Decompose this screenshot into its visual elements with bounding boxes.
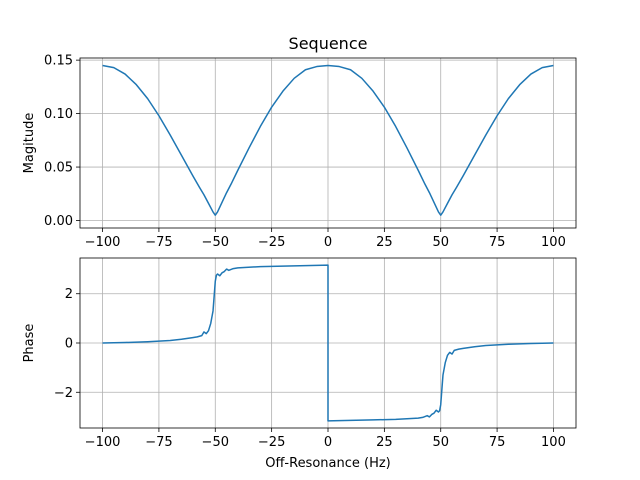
phase-xtick-label: −75	[145, 435, 172, 450]
magnitude-ytick-label: 0.10	[44, 107, 73, 122]
phase-xtick-label: 25	[376, 435, 393, 450]
magnitude-ytick-label: 0.15	[44, 54, 73, 69]
magnitude-xtick-label: −100	[85, 235, 121, 250]
phase-xtick-label: 50	[432, 435, 449, 450]
phase-xtick-label: 100	[541, 435, 566, 450]
phase-xtick-label: 75	[489, 435, 506, 450]
magnitude-ylabel: Magitude	[22, 113, 37, 174]
phase-xtick-label: −100	[85, 435, 121, 450]
phase-ylabel: Phase	[22, 324, 37, 363]
phase-xtick-label: −50	[202, 435, 229, 450]
phase-xtick-label: −25	[258, 435, 285, 450]
magnitude-xtick-label: 0	[324, 235, 332, 250]
phase-xlabel: Off-Resonance (Hz)	[265, 456, 391, 471]
magnitude-xtick-label: 100	[541, 235, 566, 250]
magnitude-xtick-label: −25	[258, 235, 285, 250]
phase-ytick-label: 2	[65, 287, 73, 302]
magnitude-xtick-label: 75	[489, 235, 506, 250]
phase-ytick-label: −2	[54, 386, 73, 401]
magnitude-xtick-label: 50	[432, 235, 449, 250]
top-chart-title: Sequence	[289, 34, 368, 53]
phase-ytick-label: 0	[65, 337, 73, 352]
magnitude-xtick-label: −75	[145, 235, 172, 250]
phase-series-line	[102, 264, 554, 422]
magnitude-xtick-label: −50	[202, 235, 229, 250]
phase-panel: −100 −75 −50 −25 0 25 50 75 100 −2 0 2 Phase Off-Reso…	[22, 257, 577, 471]
phase-xtick-label: 0	[324, 435, 332, 450]
magnitude-panel: −100 −75 −50 −25 0 25 50 75 100 0.00 0.05 0.10 0.15 M…	[22, 54, 577, 250]
magnitude-ytick-label: 0.05	[44, 161, 73, 176]
magnitude-xtick-label: 25	[376, 235, 393, 250]
magnitude-ytick-label: 0.00	[44, 214, 73, 229]
magnitude-series-line	[102, 64, 554, 216]
